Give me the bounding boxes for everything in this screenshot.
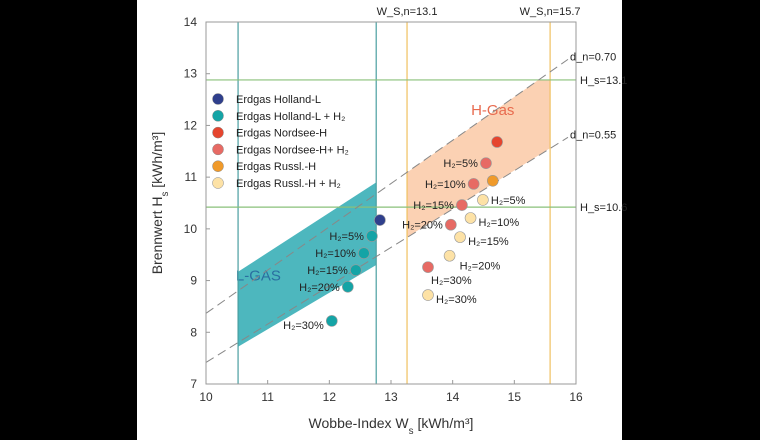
legend-marker <box>212 110 224 122</box>
y-tick-label: 14 <box>184 15 198 29</box>
data-point-label: H₂=20% <box>402 220 443 232</box>
data-point-label: H₂=10% <box>315 248 356 260</box>
data-point <box>366 230 378 242</box>
x-tick-label: 10 <box>199 390 213 404</box>
density-line-label: d_n=0.70 <box>570 51 616 63</box>
y-tick-label: 11 <box>185 170 198 184</box>
region-h-gas <box>407 79 551 238</box>
data-point-label: H₂=10% <box>479 217 520 229</box>
x-tick-label: 13 <box>384 390 398 404</box>
data-point <box>486 174 499 187</box>
data-point <box>422 261 434 273</box>
legend-label: Erdgas Nordsee-H+ H₂ <box>236 144 349 156</box>
data-point <box>443 249 456 262</box>
data-point-label: H₂=10% <box>425 179 466 191</box>
data-point-label: H₂=30% <box>436 294 477 306</box>
y-tick-label: 8 <box>190 325 197 339</box>
data-point <box>374 214 386 226</box>
data-point <box>480 157 492 169</box>
y-tick-label: 12 <box>184 118 198 132</box>
data-point-label: H₂=15% <box>307 265 348 277</box>
legend-marker <box>212 126 224 139</box>
data-point <box>358 247 370 259</box>
data-point-label: H₂=30% <box>283 320 324 332</box>
data-point-label: H₂=30% <box>431 275 472 287</box>
x-tick-label: 14 <box>446 390 460 404</box>
y-axis-label: Brennwert Hs [kWh/m³] <box>149 132 171 275</box>
x-tick-label: 11 <box>261 390 274 404</box>
data-point <box>467 178 480 190</box>
legend-label: Erdgas Russl.-H <box>236 161 316 173</box>
data-point-label: H₂=15% <box>413 200 454 212</box>
legend-label: Erdgas Holland-L <box>236 94 321 106</box>
y-tick-label: 7 <box>190 377 197 391</box>
data-point <box>464 212 477 224</box>
data-point <box>477 194 489 206</box>
reference-line-label: W_S,n=15.7 <box>520 6 581 18</box>
legend-label: Erdgas Nordsee-H <box>236 128 327 140</box>
x-tick-label: 15 <box>508 390 522 404</box>
reference-line-label: W_S,n=13.1 <box>377 6 438 18</box>
density-line <box>205 58 569 314</box>
region-l-gas <box>238 182 377 347</box>
legend-label: Erdgas Holland-L + H₂ <box>236 111 345 123</box>
legend-marker <box>212 93 224 105</box>
legend-label: Erdgas Russl.-H + H₂ <box>236 178 341 190</box>
density-line <box>205 136 569 363</box>
y-tick-label: 10 <box>184 222 198 236</box>
data-point <box>454 231 466 243</box>
data-point <box>422 289 434 301</box>
region-label: H-Gas <box>471 102 514 119</box>
data-point-label: H₂=5% <box>443 158 478 170</box>
density-line-label: d_n=0.55 <box>570 129 616 141</box>
y-tick-label: 9 <box>190 274 197 288</box>
x-tick-label: 12 <box>323 390 337 404</box>
data-point <box>350 264 362 277</box>
data-point <box>445 218 457 231</box>
data-point-label: H₂=20% <box>299 282 340 294</box>
data-point-label: H₂=20% <box>460 261 501 273</box>
legend-marker <box>212 177 224 189</box>
data-point <box>325 315 338 327</box>
data-point <box>456 199 468 211</box>
reference-line-label: H_s=10.6 <box>580 202 627 214</box>
legend-marker <box>212 160 224 172</box>
x-axis-label: Wobbe-Index Ws [kWh/m³] <box>309 415 474 437</box>
reference-line-label: H_s=13.1 <box>580 75 627 87</box>
data-point <box>342 280 354 293</box>
data-point <box>491 136 503 148</box>
data-point-label: H₂=5% <box>491 195 526 207</box>
data-point-label: H₂=15% <box>468 236 509 248</box>
data-point-label: H₂=5% <box>329 231 364 243</box>
x-tick-label: 16 <box>569 390 583 404</box>
legend-marker <box>212 143 224 156</box>
y-tick-label: 13 <box>184 67 198 81</box>
